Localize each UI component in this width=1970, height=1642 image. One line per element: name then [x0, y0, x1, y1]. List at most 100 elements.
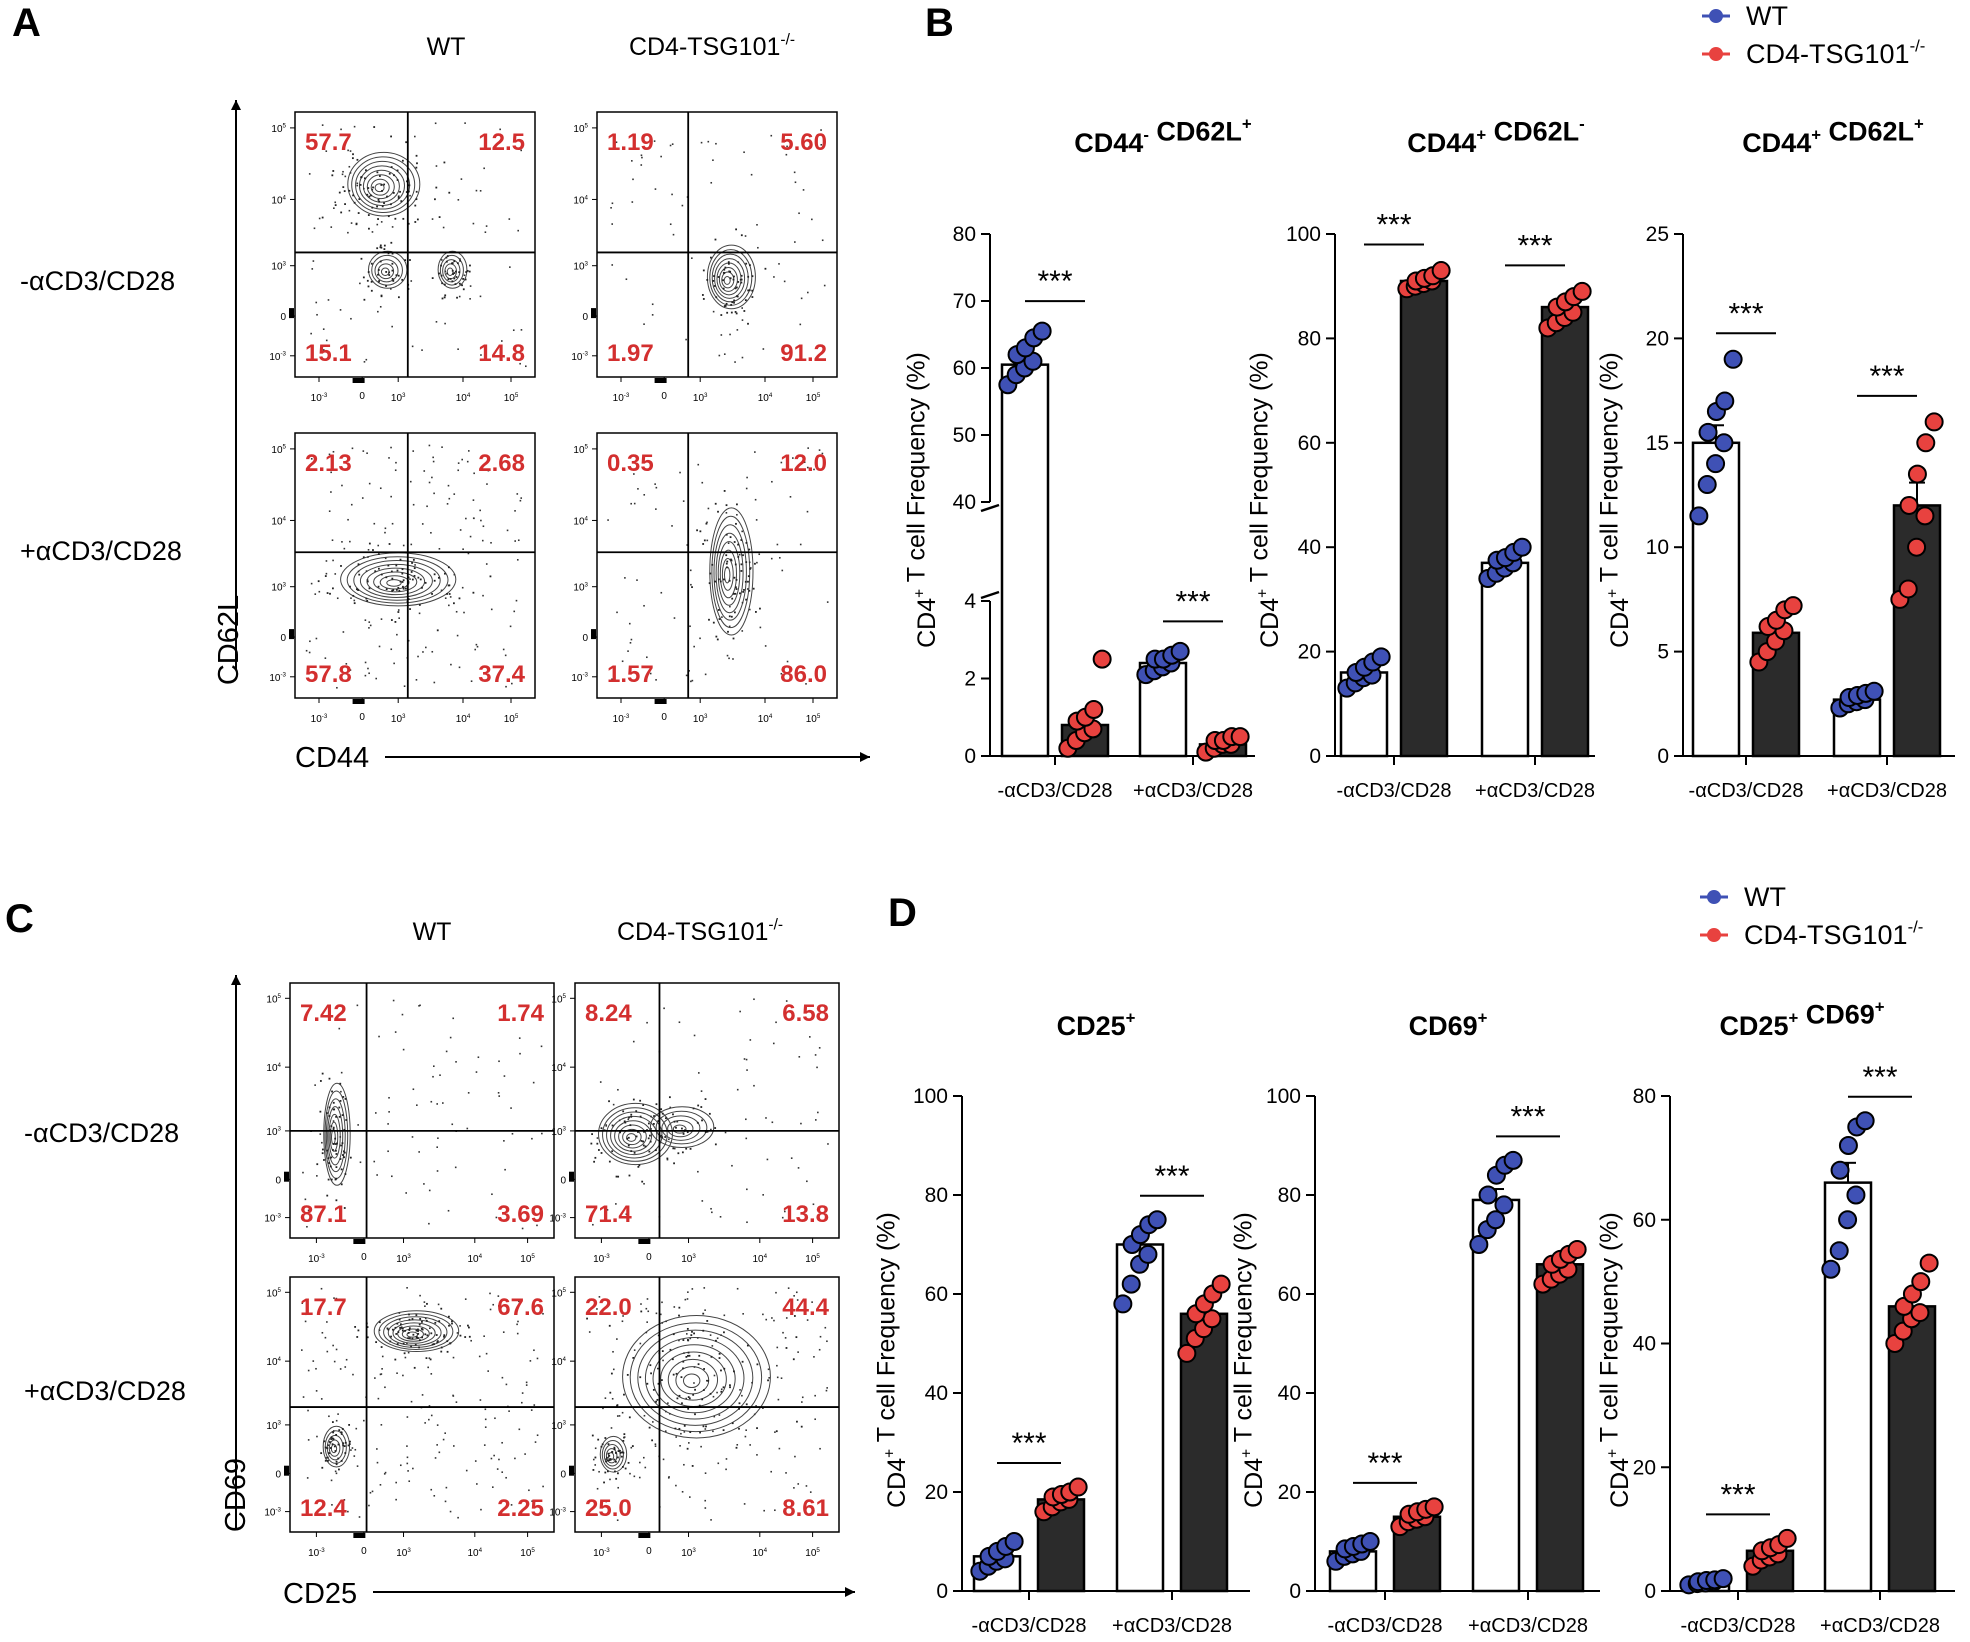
event-dot: [458, 282, 461, 285]
event-dot: [454, 283, 457, 286]
axis-stub: [654, 699, 667, 704]
event-dot: [508, 218, 511, 220]
event-dot: [682, 1360, 685, 1363]
event-dot: [746, 476, 748, 479]
event-dot: [431, 1343, 434, 1346]
event-dot: [618, 1119, 621, 1122]
data-point: [1567, 1239, 1587, 1259]
event-dot: [390, 241, 393, 244]
event-dot: [749, 1444, 751, 1446]
event-dot: [631, 201, 634, 203]
event-dot: [313, 227, 316, 230]
event-dot: [518, 1428, 521, 1431]
event-dot: [531, 1137, 533, 1140]
event-dot: [455, 1061, 457, 1063]
contour-line: [644, 1336, 745, 1420]
event-dot: [415, 679, 418, 681]
event-dot: [516, 493, 519, 495]
event-dot: [342, 631, 345, 633]
tick-label: 104: [551, 1062, 566, 1074]
event-dot: [646, 1298, 649, 1300]
event-dot: [330, 471, 332, 474]
event-dot: [333, 207, 335, 209]
data-point: [1855, 1111, 1875, 1131]
y-tick-label: 0: [936, 1580, 948, 1603]
event-dot: [744, 299, 747, 302]
event-dot: [438, 548, 441, 550]
event-dot: [617, 1456, 619, 1459]
axis-stub: [569, 1465, 574, 1476]
event-dot: [675, 1484, 677, 1487]
event-dot: [309, 640, 311, 643]
event-dot: [340, 1459, 343, 1462]
event-dot: [352, 594, 355, 597]
event-dot: [444, 597, 447, 599]
event-dot: [371, 206, 374, 209]
event-dot: [607, 1443, 610, 1446]
contour-line: [327, 1106, 344, 1166]
contour-line: [601, 1439, 624, 1470]
event-dot: [627, 1136, 630, 1139]
event-dot: [464, 1336, 467, 1338]
event-dot: [380, 573, 383, 576]
event-dot: [529, 1360, 532, 1362]
quadrant-value: 12.4: [300, 1495, 347, 1522]
event-dot: [348, 1424, 351, 1426]
event-dot: [406, 1445, 408, 1447]
row-label: -αCD3/CD28: [20, 266, 175, 296]
event-dot: [762, 1194, 764, 1196]
event-dot: [736, 1443, 739, 1446]
event-dot: [351, 157, 354, 160]
event-dot: [332, 450, 335, 453]
event-dot: [508, 1410, 510, 1412]
event-dot: [542, 1485, 544, 1488]
event-dot: [332, 559, 334, 562]
event-dot: [366, 1326, 369, 1328]
x-tick-label: +αCD3/CD28: [1827, 780, 1947, 802]
event-dot: [673, 1306, 676, 1308]
event-dot: [809, 1491, 812, 1493]
event-dot: [458, 271, 461, 274]
tick-label: 104: [758, 392, 773, 404]
event-dot: [745, 1429, 747, 1432]
event-dot: [642, 1456, 645, 1459]
event-dot: [325, 339, 328, 342]
event-dot: [306, 1477, 309, 1479]
event-dot: [357, 570, 360, 573]
event-dot: [427, 1366, 429, 1369]
event-dot: [399, 558, 402, 561]
event-dot: [681, 1402, 683, 1405]
event-dot: [491, 1486, 494, 1488]
x-tick-label: -αCD3/CD28: [1681, 1615, 1796, 1637]
y-tick-label: 0: [1289, 1580, 1301, 1603]
event-dot: [607, 1470, 609, 1473]
flow-panel-C: C WT CD4-TSG101-/--αCD3/CD28+αCD3/CD28CD69…: [5, 897, 855, 1610]
event-dot: [644, 1466, 647, 1469]
data-point: [1907, 464, 1927, 484]
event-dot: [378, 280, 381, 282]
event-dot: [652, 1421, 654, 1423]
event-dot: [444, 270, 447, 273]
event-dot: [654, 483, 656, 485]
event-dot: [731, 1164, 733, 1167]
event-dot: [307, 1409, 309, 1412]
event-dot: [334, 1143, 337, 1145]
event-dot: [396, 179, 399, 181]
event-dot: [629, 1124, 632, 1127]
event-dot: [592, 1469, 595, 1471]
event-dot: [438, 216, 441, 218]
event-dot: [424, 1422, 426, 1424]
event-dot: [395, 1333, 398, 1335]
event-dot: [345, 663, 348, 665]
data-point: [1864, 681, 1884, 701]
event-dot: [759, 607, 761, 610]
event-dot: [629, 641, 632, 644]
event-dot: [745, 1137, 748, 1140]
x-tick-label: -αCD3/CD28: [1337, 780, 1452, 802]
y-tick-label: 25: [1646, 223, 1669, 246]
event-dot: [347, 1510, 349, 1513]
event-dot: [337, 1413, 339, 1415]
event-dot: [324, 1336, 327, 1339]
event-dot: [431, 650, 434, 653]
